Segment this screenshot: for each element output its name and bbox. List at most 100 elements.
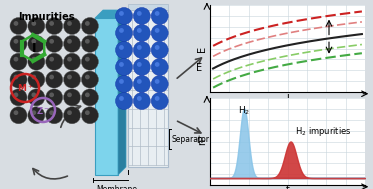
Circle shape: [67, 110, 72, 115]
Circle shape: [119, 45, 124, 50]
Circle shape: [13, 57, 18, 62]
Circle shape: [49, 92, 54, 97]
Circle shape: [134, 25, 150, 42]
Circle shape: [46, 71, 63, 88]
Circle shape: [155, 79, 160, 84]
Circle shape: [13, 75, 18, 79]
Circle shape: [28, 71, 45, 88]
Circle shape: [67, 57, 72, 62]
Circle shape: [46, 35, 63, 52]
Text: H$_2$: H$_2$: [238, 104, 250, 117]
Circle shape: [63, 53, 81, 70]
Circle shape: [49, 110, 54, 115]
Text: Membrane: Membrane: [96, 185, 137, 189]
Circle shape: [28, 18, 45, 35]
Circle shape: [155, 11, 160, 16]
Circle shape: [13, 92, 18, 97]
X-axis label: t: t: [286, 185, 289, 189]
Circle shape: [116, 25, 132, 42]
Circle shape: [134, 8, 150, 25]
Circle shape: [10, 107, 27, 124]
Circle shape: [116, 92, 132, 109]
Circle shape: [10, 35, 27, 52]
Circle shape: [31, 21, 36, 26]
Circle shape: [134, 92, 150, 109]
Circle shape: [137, 62, 142, 67]
Circle shape: [155, 28, 160, 33]
Text: Impurities: Impurities: [18, 12, 75, 22]
Circle shape: [134, 75, 150, 92]
Circle shape: [134, 59, 150, 75]
Circle shape: [116, 75, 132, 92]
Circle shape: [67, 75, 72, 79]
Circle shape: [49, 57, 54, 62]
Circle shape: [119, 28, 124, 33]
Circle shape: [119, 62, 124, 67]
Circle shape: [63, 18, 81, 35]
Circle shape: [155, 62, 160, 67]
Circle shape: [81, 71, 98, 88]
Circle shape: [81, 53, 98, 70]
Circle shape: [85, 39, 90, 44]
Circle shape: [31, 57, 36, 62]
Circle shape: [28, 53, 45, 70]
Circle shape: [67, 21, 72, 26]
Circle shape: [13, 110, 18, 115]
Circle shape: [46, 107, 63, 124]
Circle shape: [155, 45, 160, 50]
Text: I: I: [32, 43, 36, 56]
Polygon shape: [95, 10, 126, 18]
Circle shape: [116, 42, 132, 59]
Y-axis label: n: n: [197, 138, 207, 145]
Circle shape: [13, 39, 18, 44]
Text: n: n: [196, 135, 202, 145]
Polygon shape: [128, 4, 168, 10]
Text: H$_2$ impurities: H$_2$ impurities: [295, 125, 352, 138]
Circle shape: [119, 79, 124, 84]
Circle shape: [63, 35, 81, 52]
Circle shape: [137, 28, 142, 33]
Circle shape: [134, 42, 150, 59]
Circle shape: [67, 39, 72, 44]
Circle shape: [10, 71, 27, 88]
Circle shape: [28, 107, 45, 124]
Circle shape: [49, 39, 54, 44]
Circle shape: [67, 92, 72, 97]
Circle shape: [137, 79, 142, 84]
Circle shape: [63, 89, 81, 106]
Circle shape: [151, 92, 168, 109]
Circle shape: [10, 18, 27, 35]
Circle shape: [81, 107, 98, 124]
Polygon shape: [95, 18, 118, 175]
Circle shape: [46, 53, 63, 70]
Circle shape: [63, 71, 81, 88]
Circle shape: [137, 96, 142, 101]
Circle shape: [151, 42, 168, 59]
Polygon shape: [128, 10, 168, 167]
Circle shape: [119, 96, 124, 101]
Circle shape: [28, 89, 45, 106]
Circle shape: [81, 89, 98, 106]
Circle shape: [85, 110, 90, 115]
Text: Separator: Separator: [171, 135, 209, 143]
Text: M$^+$: M$^+$: [16, 82, 34, 94]
Circle shape: [151, 25, 168, 42]
Circle shape: [151, 8, 168, 25]
Circle shape: [155, 96, 160, 101]
Circle shape: [46, 89, 63, 106]
Circle shape: [85, 57, 90, 62]
Text: Z$^-$: Z$^-$: [36, 105, 50, 115]
Circle shape: [81, 18, 98, 35]
Y-axis label: E: E: [197, 45, 207, 52]
Circle shape: [13, 21, 18, 26]
Circle shape: [116, 59, 132, 75]
Circle shape: [46, 18, 63, 35]
Circle shape: [10, 89, 27, 106]
Circle shape: [85, 21, 90, 26]
Circle shape: [49, 21, 54, 26]
X-axis label: j: j: [286, 92, 289, 102]
Polygon shape: [118, 10, 126, 175]
Circle shape: [151, 75, 168, 92]
Circle shape: [151, 59, 168, 75]
Circle shape: [116, 8, 132, 25]
